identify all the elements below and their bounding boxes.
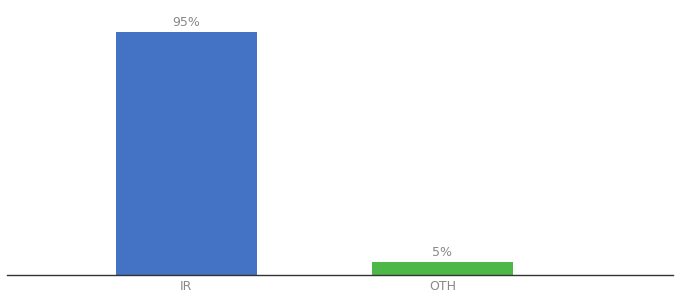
Text: 95%: 95% [172,16,200,29]
Text: 5%: 5% [432,246,452,260]
Bar [116,32,257,275]
Bar [372,262,513,275]
